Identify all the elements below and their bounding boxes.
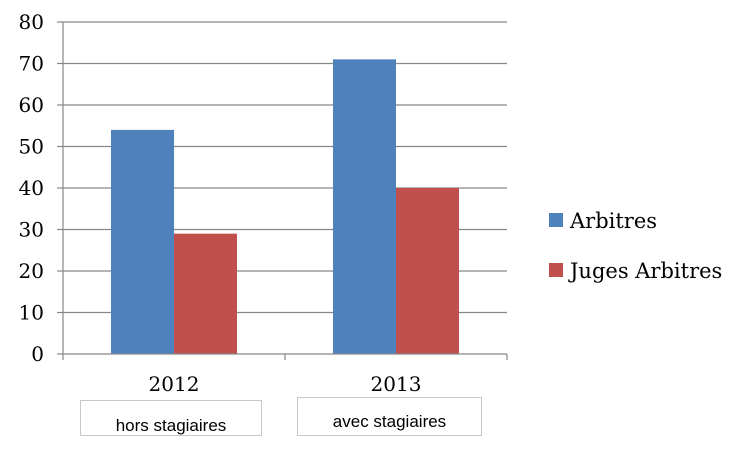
legend-swatch-arbitres [549,213,563,227]
y-tick-label-70: 70 [19,52,44,76]
x-axis-labels: 2012 2013 [149,372,422,396]
bar-juges-arbitres-2013 [396,188,459,354]
y-tick-label-0: 0 [31,342,44,366]
legend-swatch-juges-arbitres [549,263,563,277]
bar-juges-arbitres-2012 [174,233,237,354]
y-axis-ticks: 0 10 20 30 40 50 60 70 80 [19,10,63,366]
bar-arbitres-2013 [333,59,396,354]
annotation-avec-stagiaires: avec stagiaires [332,412,447,431]
y-tick-label-80: 80 [19,10,44,34]
legend: Arbitres Juges Arbitres [549,209,722,283]
axes [62,22,508,360]
annotation-box-2012: hors stagiaires [80,400,262,436]
y-tick-label-50: 50 [19,135,44,159]
y-tick-label-20: 20 [19,259,44,283]
legend-label-arbitres: Arbitres [569,209,657,233]
y-tick-label-40: 40 [19,176,44,200]
annotation-hors-stagiaires: hors stagiaires [115,416,227,435]
y-tick-label-10: 10 [19,301,44,325]
annotation-box-2013: avec stagiaires [297,397,482,436]
y-tick-label-60: 60 [19,93,44,117]
bar-arbitres-2012 [111,129,174,354]
x-label-2012: 2012 [149,372,200,396]
bar-chart: 0 10 20 30 40 50 60 70 80 2012 2013 Arbitres Juges… [19,10,723,396]
y-tick-label-30: 30 [19,218,44,242]
x-label-2013: 2013 [371,372,422,396]
bars [111,59,459,354]
legend-label-juges-arbitres: Juges Arbitres [568,259,722,283]
